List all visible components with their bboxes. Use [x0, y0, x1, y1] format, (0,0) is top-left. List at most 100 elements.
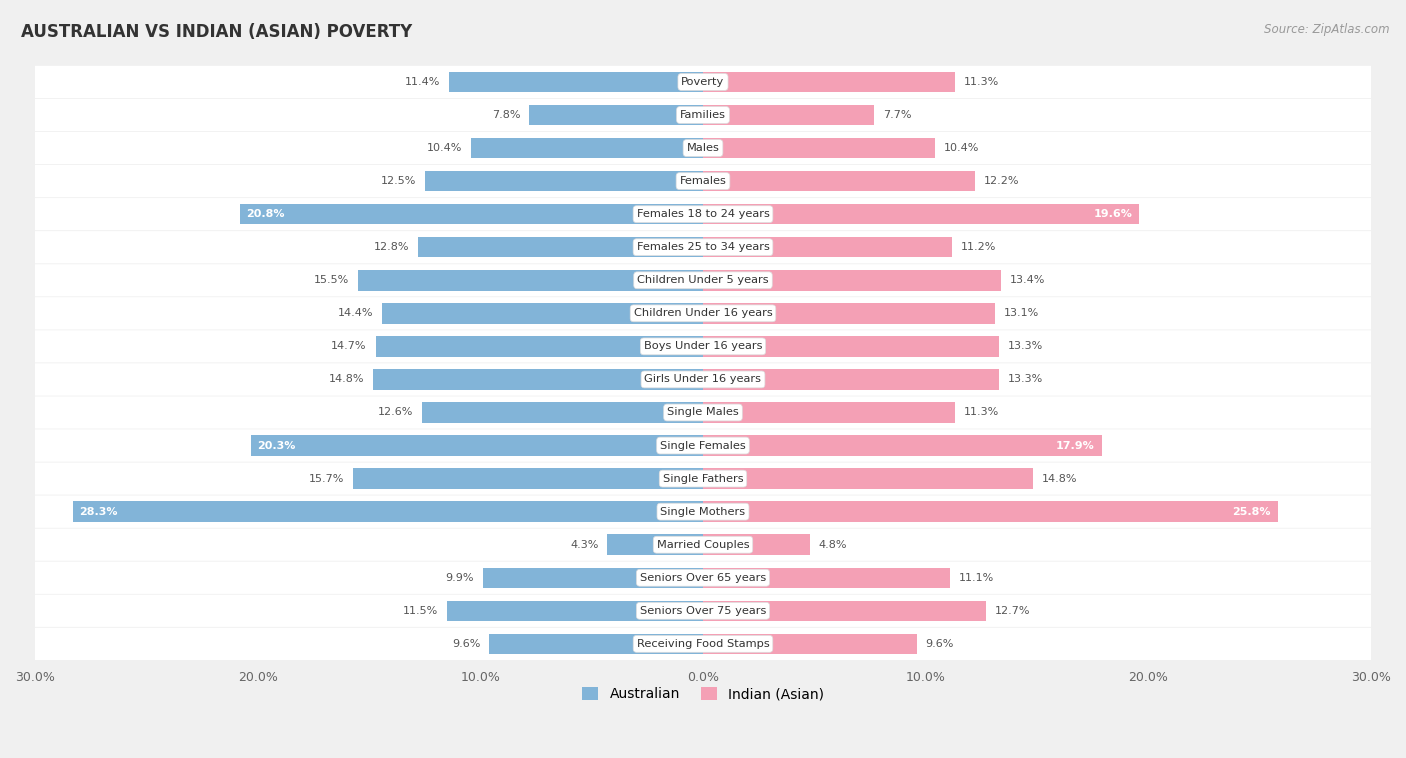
Bar	[375, 336, 703, 356]
Bar	[703, 270, 1001, 290]
FancyBboxPatch shape	[22, 462, 1384, 495]
Bar	[703, 534, 810, 555]
Text: 11.5%: 11.5%	[402, 606, 439, 615]
FancyBboxPatch shape	[13, 562, 1393, 594]
Bar	[449, 72, 703, 92]
FancyBboxPatch shape	[13, 330, 1393, 362]
Text: 11.3%: 11.3%	[963, 77, 998, 87]
Bar	[703, 600, 986, 621]
Text: 4.3%: 4.3%	[569, 540, 599, 550]
Text: AUSTRALIAN VS INDIAN (ASIAN) POVERTY: AUSTRALIAN VS INDIAN (ASIAN) POVERTY	[21, 23, 412, 41]
Bar	[422, 402, 703, 423]
Text: Married Couples: Married Couples	[657, 540, 749, 550]
Text: Poverty: Poverty	[682, 77, 724, 87]
Text: Females: Females	[679, 176, 727, 186]
FancyBboxPatch shape	[22, 430, 1384, 462]
FancyBboxPatch shape	[22, 132, 1384, 164]
Text: Single Fathers: Single Fathers	[662, 474, 744, 484]
FancyBboxPatch shape	[13, 396, 1393, 428]
Text: 7.7%: 7.7%	[883, 110, 912, 120]
Text: 4.8%: 4.8%	[818, 540, 848, 550]
FancyBboxPatch shape	[13, 165, 1393, 197]
FancyBboxPatch shape	[13, 529, 1393, 561]
FancyBboxPatch shape	[13, 132, 1393, 164]
Bar	[703, 72, 955, 92]
Bar	[374, 369, 703, 390]
FancyBboxPatch shape	[13, 199, 1393, 230]
FancyBboxPatch shape	[13, 628, 1393, 659]
Bar	[529, 105, 703, 125]
Text: 28.3%: 28.3%	[80, 506, 118, 517]
Text: Seniors Over 75 years: Seniors Over 75 years	[640, 606, 766, 615]
Text: 14.4%: 14.4%	[337, 309, 374, 318]
Text: Families: Families	[681, 110, 725, 120]
Text: 14.8%: 14.8%	[329, 374, 364, 384]
Bar	[250, 435, 703, 456]
Text: 12.7%: 12.7%	[994, 606, 1031, 615]
FancyBboxPatch shape	[13, 595, 1393, 627]
Text: 20.3%: 20.3%	[257, 440, 297, 450]
Text: 11.2%: 11.2%	[962, 243, 997, 252]
FancyBboxPatch shape	[13, 496, 1393, 528]
Bar	[382, 303, 703, 324]
Bar	[447, 600, 703, 621]
Text: 11.4%: 11.4%	[405, 77, 440, 87]
Text: Boys Under 16 years: Boys Under 16 years	[644, 341, 762, 352]
Text: Females 18 to 24 years: Females 18 to 24 years	[637, 209, 769, 219]
Text: 19.6%: 19.6%	[1094, 209, 1133, 219]
Bar	[703, 435, 1102, 456]
Text: 14.7%: 14.7%	[332, 341, 367, 352]
Text: Source: ZipAtlas.com: Source: ZipAtlas.com	[1264, 23, 1389, 36]
Text: Seniors Over 65 years: Seniors Over 65 years	[640, 573, 766, 583]
Bar	[482, 568, 703, 588]
FancyBboxPatch shape	[22, 297, 1384, 330]
Text: 9.9%: 9.9%	[446, 573, 474, 583]
Text: 25.8%: 25.8%	[1232, 506, 1271, 517]
Text: 14.8%: 14.8%	[1042, 474, 1077, 484]
Text: Males: Males	[686, 143, 720, 153]
FancyBboxPatch shape	[13, 99, 1393, 131]
Bar	[703, 369, 1000, 390]
FancyBboxPatch shape	[22, 496, 1384, 528]
FancyBboxPatch shape	[22, 528, 1384, 561]
FancyBboxPatch shape	[22, 595, 1384, 627]
Bar	[703, 204, 1139, 224]
Text: 9.6%: 9.6%	[925, 639, 955, 649]
FancyBboxPatch shape	[22, 628, 1384, 660]
Text: Receiving Food Stamps: Receiving Food Stamps	[637, 639, 769, 649]
FancyBboxPatch shape	[22, 562, 1384, 594]
FancyBboxPatch shape	[22, 396, 1384, 428]
Legend: Australian, Indian (Asian): Australian, Indian (Asian)	[576, 681, 830, 706]
Text: Single Females: Single Females	[661, 440, 745, 450]
Text: 13.1%: 13.1%	[1004, 309, 1039, 318]
Text: 9.6%: 9.6%	[451, 639, 481, 649]
Bar	[703, 336, 1000, 356]
Bar	[703, 501, 1278, 522]
Text: 12.2%: 12.2%	[984, 176, 1019, 186]
Text: Females 25 to 34 years: Females 25 to 34 years	[637, 243, 769, 252]
Bar	[703, 138, 935, 158]
Bar	[359, 270, 703, 290]
FancyBboxPatch shape	[13, 430, 1393, 462]
Bar	[703, 237, 952, 258]
Text: 13.3%: 13.3%	[1008, 374, 1043, 384]
Text: Children Under 5 years: Children Under 5 years	[637, 275, 769, 285]
FancyBboxPatch shape	[22, 165, 1384, 197]
Bar	[73, 501, 703, 522]
Bar	[703, 468, 1032, 489]
FancyBboxPatch shape	[22, 264, 1384, 296]
Text: 11.1%: 11.1%	[959, 573, 994, 583]
Bar	[240, 204, 703, 224]
Text: 12.6%: 12.6%	[378, 408, 413, 418]
Text: 13.4%: 13.4%	[1011, 275, 1046, 285]
Bar	[418, 237, 703, 258]
Bar	[703, 568, 950, 588]
FancyBboxPatch shape	[13, 231, 1393, 263]
FancyBboxPatch shape	[22, 66, 1384, 98]
Text: 17.9%: 17.9%	[1056, 440, 1095, 450]
Text: 13.3%: 13.3%	[1008, 341, 1043, 352]
FancyBboxPatch shape	[22, 99, 1384, 131]
Text: 15.5%: 15.5%	[314, 275, 349, 285]
Bar	[489, 634, 703, 654]
Bar	[607, 534, 703, 555]
